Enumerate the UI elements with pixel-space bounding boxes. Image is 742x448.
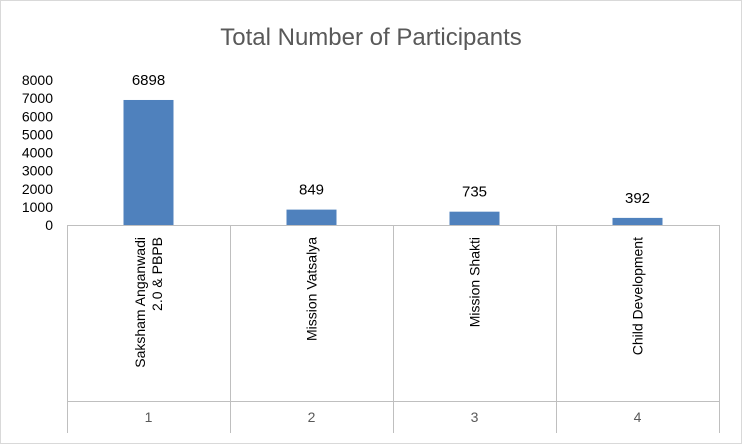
category-index-label: 3 [471,409,479,425]
chart-title: Total Number of Participants [220,24,521,51]
bar [286,209,337,225]
y-tick-label: 4000 [22,145,53,161]
category-index-label: 4 [634,409,642,425]
category-index-label: 2 [308,409,316,425]
data-label: 392 [625,190,650,207]
bars [123,99,663,225]
y-tick-label: 6000 [22,108,53,124]
y-tick-label: 7000 [22,90,53,106]
category-label: Child Development [630,237,646,355]
data-label: 6898 [132,72,165,89]
y-tick-label: 3000 [22,163,53,179]
y-tick-label: 0 [45,217,53,233]
y-tick-label: 2000 [22,181,53,197]
category-label: 2.0 & PBPB [149,237,165,311]
bar [123,99,174,225]
y-axis-ticks: 0 1000 2000 3000 4000 5000 6000 7000 8000 [22,72,53,233]
y-tick-label: 1000 [22,199,53,215]
category-index-labels: 1 2 3 4 [145,409,642,425]
category-labels: Saksham Anganwadi 2.0 & PBPB Mission Vatsa… [132,237,646,368]
bar [449,211,500,225]
category-label: Saksham Anganwadi [132,237,148,368]
data-label: 735 [462,184,487,201]
data-label: 849 [299,182,324,199]
bar [612,217,663,225]
axis-lines [67,225,720,433]
category-label: Mission Shakti [467,237,483,327]
y-tick-label: 8000 [22,72,53,88]
category-label: Mission Vatsalya [304,237,320,341]
data-labels: 6898 849 735 392 [132,72,650,207]
category-index-label: 1 [145,409,153,425]
y-tick-label: 5000 [22,126,53,142]
